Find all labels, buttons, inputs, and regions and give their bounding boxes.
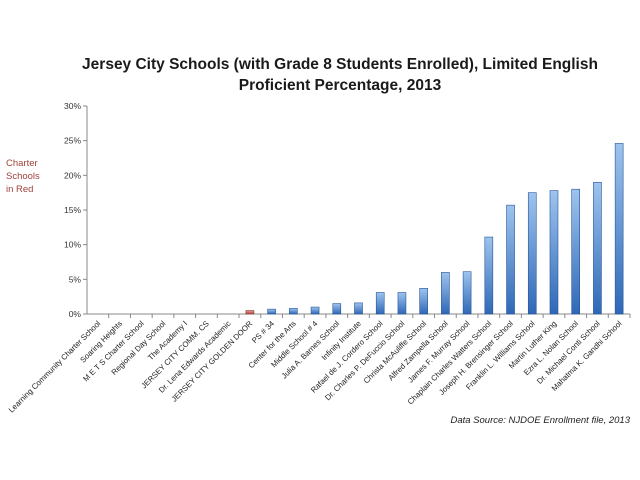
category-labels: Learning Community Charter SchoolSoaring…: [7, 319, 624, 415]
bar: [593, 181, 602, 315]
data-source-note: Data Source: NJDOE Enrollment file, 2013: [450, 415, 630, 426]
chart-title-line-2: Proficient Percentage, 2013: [238, 77, 442, 94]
bar: [332, 303, 342, 315]
bar: [571, 188, 581, 315]
bar: [614, 143, 624, 315]
chart-title-line-1: Jersey City Schools (with Grade 8 Studen…: [82, 56, 598, 73]
y-tick-label: 30%: [64, 101, 81, 111]
axes: 0% 5% 10% 15% 20% 25% 30%: [64, 101, 631, 319]
bar: [397, 292, 407, 315]
bar: [245, 310, 255, 315]
charter-annotation-line-3: in Red: [6, 184, 34, 195]
bars: [245, 143, 624, 315]
bar: [289, 308, 298, 315]
y-tick-label: 10%: [64, 240, 81, 250]
charter-annotation-line-2: Schools: [6, 171, 40, 182]
bar: [549, 190, 559, 315]
y-tick-label: 20%: [64, 170, 81, 180]
bar: [484, 236, 494, 315]
y-tick-label: 25%: [64, 136, 81, 146]
y-tick-label: 15%: [64, 205, 81, 215]
bar: [441, 272, 450, 315]
bar: [527, 192, 537, 315]
chart-title: Jersey City Schools (with Grade 8 Studen…: [60, 54, 620, 96]
y-tick-label: 0%: [69, 309, 82, 319]
category-label: Learning Community Charter School: [7, 319, 103, 415]
charter-annotation: Charter Schools in Red: [6, 157, 66, 196]
bar: [419, 288, 428, 315]
bar: [354, 302, 363, 315]
bar: [375, 292, 385, 315]
bar: [310, 306, 320, 315]
bar: [267, 308, 276, 315]
bar: [506, 204, 515, 315]
charter-annotation-line-1: Charter: [6, 158, 38, 169]
y-tick-label: 5%: [69, 274, 82, 284]
bar: [462, 271, 472, 315]
